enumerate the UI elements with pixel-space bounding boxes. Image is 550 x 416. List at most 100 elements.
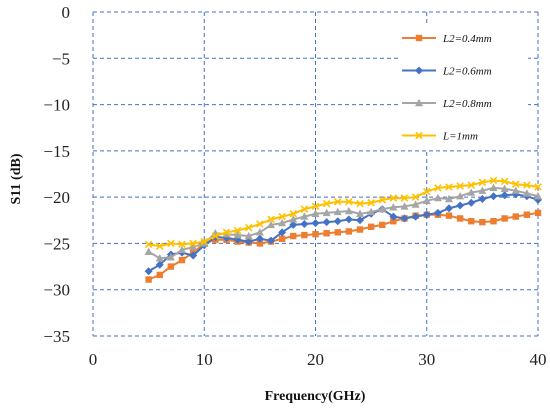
data-point bbox=[322, 218, 331, 227]
data-point bbox=[244, 237, 253, 246]
data-point bbox=[411, 200, 420, 208]
data-point bbox=[433, 193, 442, 202]
data-point bbox=[445, 194, 453, 203]
data-point bbox=[256, 220, 264, 228]
data-point bbox=[467, 181, 476, 189]
data-point bbox=[434, 184, 442, 192]
legend-item: L2=0.6mm bbox=[402, 66, 492, 78]
legend-label: L2=0.8mm bbox=[442, 98, 492, 110]
legend-marker bbox=[415, 98, 423, 107]
data-point bbox=[167, 239, 175, 248]
data-point bbox=[356, 209, 364, 218]
y-tick-label: −35 bbox=[43, 327, 70, 346]
data-point bbox=[379, 221, 386, 229]
data-point bbox=[400, 194, 409, 202]
data-point bbox=[489, 183, 498, 192]
data-point bbox=[501, 215, 508, 222]
data-point bbox=[422, 196, 431, 205]
data-point bbox=[500, 177, 509, 186]
data-point bbox=[433, 208, 442, 217]
data-point bbox=[155, 242, 164, 250]
data-point bbox=[523, 211, 531, 218]
data-point bbox=[511, 180, 520, 188]
x-tick-label: 0 bbox=[89, 350, 98, 369]
data-point bbox=[456, 215, 464, 222]
data-point bbox=[534, 183, 542, 191]
x-tick-label: 40 bbox=[530, 350, 547, 369]
data-point bbox=[156, 271, 163, 279]
data-point bbox=[334, 229, 341, 236]
data-point bbox=[233, 230, 242, 239]
data-point bbox=[445, 212, 453, 219]
legend-label: L2=0.4mm bbox=[442, 33, 492, 45]
data-point bbox=[311, 209, 320, 218]
data-point bbox=[467, 198, 476, 207]
data-point bbox=[323, 230, 330, 237]
data-point bbox=[189, 239, 197, 248]
data-point bbox=[356, 216, 364, 225]
data-point bbox=[244, 223, 253, 232]
legend-marker bbox=[415, 66, 423, 75]
data-point bbox=[400, 202, 409, 210]
legend-background bbox=[398, 25, 528, 150]
data-point bbox=[367, 223, 375, 230]
data-point bbox=[312, 230, 319, 238]
data-point bbox=[290, 232, 297, 240]
grid bbox=[92, 11, 539, 337]
data-point bbox=[289, 210, 298, 218]
data-point bbox=[389, 203, 398, 211]
data-point bbox=[456, 182, 464, 190]
data-point bbox=[278, 235, 286, 242]
data-point bbox=[189, 242, 198, 251]
x-tick-label: 10 bbox=[196, 350, 213, 369]
data-point bbox=[367, 198, 375, 207]
data-point bbox=[144, 267, 153, 276]
data-point bbox=[178, 240, 186, 249]
x-axis-title: Frequency(GHz) bbox=[265, 389, 366, 404]
data-point bbox=[390, 218, 397, 225]
data-point bbox=[178, 256, 186, 264]
data-point bbox=[278, 218, 287, 227]
x-tick-label: 20 bbox=[307, 350, 324, 369]
data-point bbox=[255, 228, 264, 236]
data-point bbox=[189, 251, 198, 260]
data-point bbox=[400, 214, 409, 223]
data-point bbox=[478, 186, 487, 194]
data-point bbox=[523, 181, 531, 189]
data-point bbox=[289, 220, 298, 229]
data-point bbox=[534, 192, 542, 200]
data-point bbox=[356, 199, 364, 208]
data-point bbox=[300, 212, 309, 220]
data-point bbox=[178, 245, 186, 254]
data-point bbox=[422, 210, 431, 219]
data-point bbox=[300, 205, 309, 213]
legend-label: L2=0.6mm bbox=[442, 66, 492, 78]
data-point bbox=[344, 206, 353, 215]
data-point bbox=[367, 207, 376, 216]
series-group bbox=[144, 176, 542, 283]
data-point bbox=[512, 213, 519, 220]
legend-item: L2=0.4mm bbox=[402, 33, 492, 45]
data-point bbox=[345, 198, 353, 206]
data-point bbox=[467, 188, 476, 196]
data-point bbox=[511, 186, 520, 194]
data-point bbox=[456, 192, 465, 200]
data-point bbox=[500, 191, 509, 200]
legend-label: L=1mm bbox=[442, 131, 478, 143]
data-point bbox=[356, 226, 364, 233]
data-point bbox=[144, 240, 153, 249]
y-tick-label: −30 bbox=[43, 281, 70, 300]
data-point bbox=[478, 194, 487, 203]
legend-marker bbox=[415, 34, 423, 42]
data-point bbox=[244, 231, 253, 240]
data-point bbox=[445, 204, 453, 213]
data-point bbox=[233, 226, 242, 235]
data-point bbox=[534, 209, 542, 217]
data-point bbox=[445, 183, 453, 191]
data-point bbox=[345, 228, 353, 235]
data-point bbox=[378, 204, 387, 213]
data-point bbox=[311, 219, 320, 228]
data-point bbox=[479, 218, 486, 226]
data-point bbox=[301, 231, 308, 239]
data-point bbox=[468, 218, 475, 225]
